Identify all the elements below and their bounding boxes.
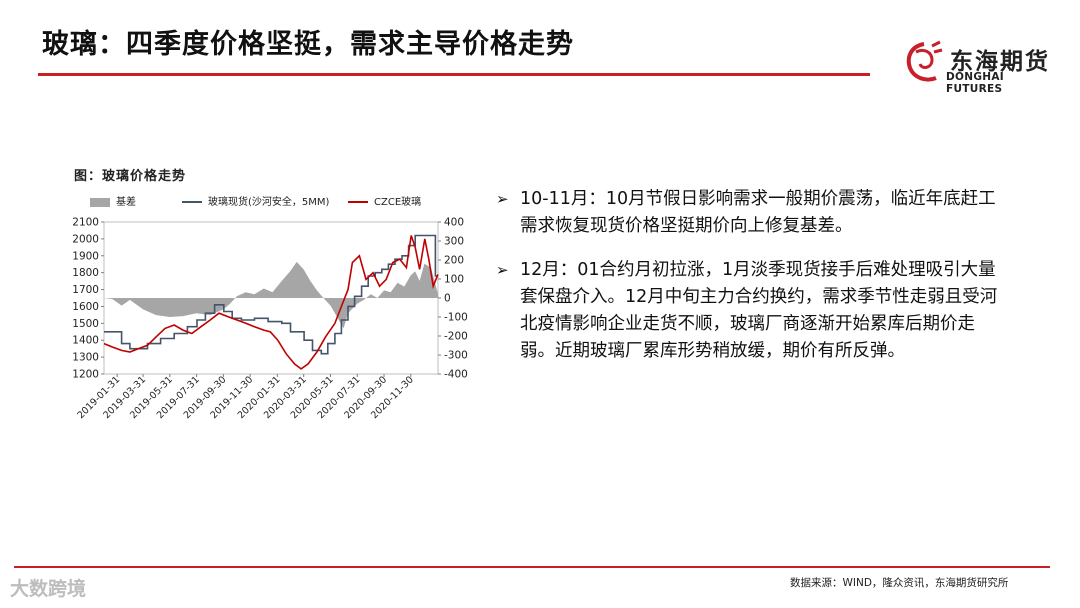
legend-label-basis: 基差 — [116, 197, 136, 208]
y-right-tick-label: 200 — [444, 255, 464, 267]
y-right-tick-label: 400 — [444, 217, 464, 229]
y-left-tick-label: 1700 — [72, 284, 99, 296]
y-left-tick-label: 2100 — [72, 217, 99, 229]
y-left-tick-label: 1200 — [72, 369, 99, 381]
y-left-tick-label: 1500 — [72, 318, 99, 330]
legend-label-spot: 玻璃现货(沙河安全，5MM) — [208, 197, 330, 208]
arrow-bullet-icon: ➢ — [496, 190, 509, 208]
legend-swatch-basis — [90, 197, 110, 207]
series-line-futures — [103, 235, 439, 370]
legend-label-futures: CZCE玻璃 — [374, 197, 422, 208]
bullet-text: 10-11月：10月节假日影响需求一般期价震荡，临近年底赶工需求恢复现货价格坚挺… — [520, 189, 996, 236]
arrow-bullet-icon: ➢ — [496, 261, 509, 279]
legend-item-spot: 玻璃现货(沙河安全，5MM) — [182, 193, 329, 208]
y-right-tick-label: -400 — [444, 369, 468, 381]
logo-mark-icon — [906, 40, 943, 82]
legend-item-futures: CZCE玻璃 — [348, 193, 421, 208]
legend-swatch-futures — [348, 201, 368, 203]
series-line-spot — [104, 234, 438, 355]
y-left-tick-label: 1300 — [72, 352, 99, 364]
bullet-item: ➢ 10-11月：10月节假日影响需求一般期价震荡，临近年底赶工需求恢复现货价格… — [496, 186, 1006, 240]
y-right-tick-label: -200 — [444, 331, 468, 343]
logo-name-en: DONGHAI FUTURES — [946, 71, 1004, 95]
data-source: 数据来源：WIND，隆众资讯，东海期货研究所 — [790, 577, 1009, 589]
page-title: 玻璃：四季度价格坚挺，需求主导价格走势 — [42, 29, 574, 60]
series-area-basis — [104, 261, 438, 329]
commentary: ➢ 10-11月：10月节假日影响需求一般期价震荡，临近年底赶工需求恢复现货价格… — [496, 186, 1006, 382]
y-left-tick-label: 1900 — [72, 250, 99, 262]
footer-divider — [14, 566, 1050, 568]
y-right-tick-label: -300 — [444, 350, 468, 362]
legend-swatch-spot — [182, 201, 202, 203]
glass-price-chart: 1200130014001500160017001800190020002100… — [72, 217, 468, 422]
y-right-tick-label: 0 — [444, 293, 451, 305]
y-left-tick-label: 1800 — [72, 267, 99, 279]
y-right-tick-label: 300 — [444, 236, 464, 248]
legend-item-basis: 基差 — [90, 193, 136, 208]
y-right-tick-label: -100 — [444, 312, 468, 324]
watermark: 大数跨境 — [10, 578, 87, 600]
y-right-tick-label: 100 — [444, 274, 464, 286]
title-divider — [38, 73, 870, 76]
bullet-text: 12月：01合约月初拉涨，1月淡季现货接手后难处理吸引大量套保盘介入。12月中旬… — [520, 260, 998, 361]
figure-caption: 图：玻璃价格走势 — [74, 169, 187, 184]
logo-name-cn: 东海期货 — [950, 48, 1050, 75]
y-left-tick-label: 2000 — [72, 233, 99, 245]
bullet-item: ➢ 12月：01合约月初拉涨，1月淡季现货接手后难处理吸引大量套保盘介入。12月… — [496, 257, 1006, 365]
company-logo: 东海期货 DONGHAI FUTURES — [902, 38, 1062, 95]
y-left-tick-label: 1600 — [72, 301, 99, 313]
y-left-tick-label: 1400 — [72, 335, 99, 347]
